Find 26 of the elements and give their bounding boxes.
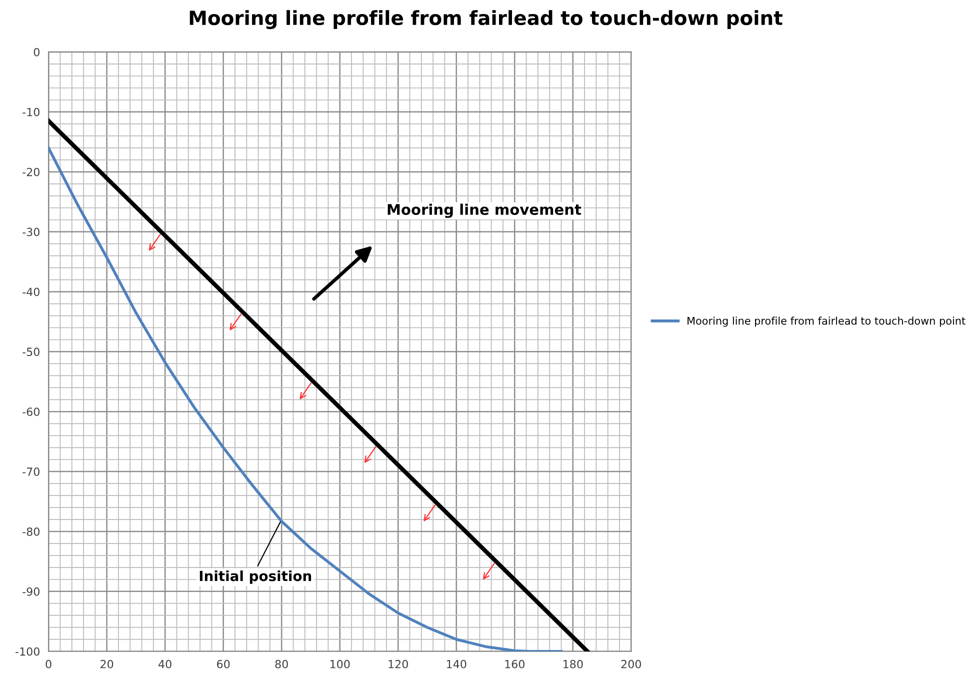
x-tick-label: 0	[46, 660, 52, 668]
annotation: Initial position	[200, 570, 312, 584]
x-tick-label: 60	[217, 660, 230, 668]
y-tick-label: -20	[22, 168, 40, 176]
x-tick-label: 180	[564, 660, 583, 668]
y-tick-label: -70	[22, 468, 40, 476]
legend-label: Mooring line profile from fairlead to touch-down point	[688, 316, 966, 327]
x-tick-label: 160	[505, 660, 524, 668]
x-tick-label: 80	[275, 660, 288, 668]
y-tick-label: -40	[22, 288, 40, 296]
x-tick-label: 20	[100, 660, 114, 668]
y-tick-label: -100	[16, 647, 40, 656]
y-tick-label: -90	[22, 587, 40, 596]
chart-title: Mooring line profile from fairlead to touch-down point	[190, 10, 782, 30]
x-tick-label: 200	[621, 660, 642, 668]
y-tick-label: -80	[22, 527, 40, 536]
x-tick-label: 40	[158, 660, 172, 668]
y-tick-label: -30	[22, 228, 40, 236]
y-tick-label: -60	[22, 408, 40, 416]
x-tick-label: 140	[446, 660, 466, 668]
y-tick-label: -50	[22, 348, 40, 356]
annotation: Mooring line movement	[388, 204, 582, 218]
x-tick-label: 100	[330, 660, 350, 668]
x-tick-label: 120	[388, 660, 408, 668]
y-tick-label: -10	[22, 108, 40, 116]
y-tick-label: 0	[34, 48, 40, 56]
